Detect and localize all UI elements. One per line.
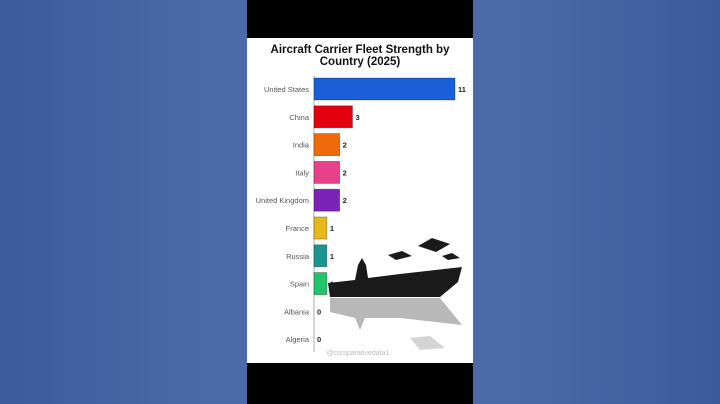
category-label: China <box>289 113 309 122</box>
category-label: Russia <box>286 252 310 261</box>
bar <box>313 105 353 129</box>
category-label: Italy <box>295 168 309 177</box>
value-label: 0 <box>317 307 321 316</box>
value-label: 2 <box>343 196 347 205</box>
bar <box>313 272 328 296</box>
value-label: 11 <box>458 85 466 94</box>
bar <box>313 244 328 268</box>
bar <box>313 133 341 157</box>
value-label: 0 <box>317 335 321 344</box>
category-label: India <box>293 141 310 150</box>
value-label: 2 <box>343 141 347 150</box>
category-label: France <box>286 224 309 233</box>
bar <box>313 160 341 184</box>
value-label: 1 <box>330 280 334 289</box>
category-label: United States <box>264 85 309 94</box>
category-label: Spain <box>290 280 309 289</box>
chart-title: Aircraft Carrier Fleet Strength by Count… <box>270 44 450 68</box>
category-label: United Kingdom <box>256 196 309 205</box>
bar <box>313 188 341 212</box>
value-label: 3 <box>355 113 359 122</box>
value-label: 2 <box>343 168 347 177</box>
watermark: @comparativedata1 <box>327 350 390 357</box>
value-label: 1 <box>330 252 334 261</box>
category-label: Albania <box>284 307 310 316</box>
ship-silhouette-icon <box>328 238 462 350</box>
category-label: Algeria <box>286 335 310 344</box>
bar <box>313 77 456 101</box>
bar <box>313 216 328 240</box>
value-label: 1 <box>330 224 334 233</box>
